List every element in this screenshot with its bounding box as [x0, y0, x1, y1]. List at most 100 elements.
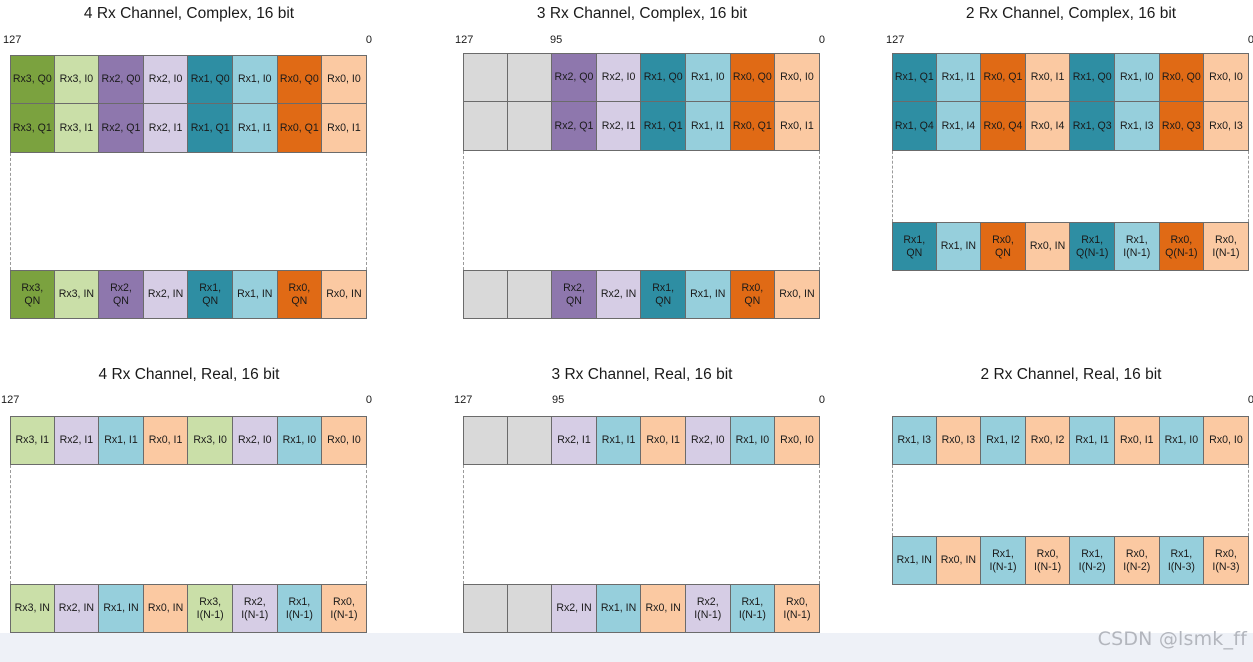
data-cell: Rx0, I1: [1025, 53, 1071, 102]
register-row: Rx2, IN Rx1, IN Rx0, IN Rx2, I(N-1) Rx1, I(N…: [463, 584, 820, 633]
register-block-bottom: Rx2, QN Rx2, IN Rx1, QN Rx1, IN Rx0, QN Rx0, …: [463, 270, 820, 319]
register-block-top: Rx2, I1 Rx1, I1 Rx0, I1 Rx2, I0 Rx1, I0 Rx0, …: [463, 416, 820, 465]
register-row: Rx2, I1 Rx1, I1 Rx0, I1 Rx2, I0 Rx1, I0 Rx0, …: [463, 416, 820, 465]
dashed-continuation: [463, 151, 820, 270]
data-cell: Rx3, Q0: [10, 55, 55, 104]
data-cell: Rx1, I0: [1114, 53, 1160, 102]
data-cell: Rx2, I0: [596, 53, 642, 102]
unused-cell: [463, 53, 508, 102]
unused-cell: [463, 102, 508, 151]
dashed-continuation: [892, 465, 1249, 536]
data-cell: Rx1, QN: [641, 270, 686, 319]
data-cell: Rx0, I1: [641, 416, 686, 465]
register-block-top: Rx1, I3 Rx0, I3 Rx1, I2 Rx0, I2 Rx1, I1 Rx0, …: [892, 416, 1249, 465]
dashed-continuation: [10, 153, 367, 270]
diagram-title: 3 Rx Channel, Real, 16 bit: [551, 366, 733, 383]
register-row: Rx1, I3 Rx0, I3 Rx1, I2 Rx0, I2 Rx1, I1 Rx0, …: [892, 416, 1249, 465]
data-cell: Rx1, I(N-1): [730, 584, 776, 633]
unused-cell: [507, 53, 553, 102]
data-cell: Rx0, I(N-1): [322, 584, 367, 633]
data-cell: Rx0, QN: [730, 270, 776, 319]
data-cell: Rx1, Q4: [892, 102, 937, 151]
data-cell: Rx1, Q0: [188, 55, 233, 104]
register-row: Rx1, IN Rx0, IN Rx1, I(N-1) Rx0, I(N-1) Rx1,…: [892, 536, 1249, 585]
data-cell: Rx2, QN: [552, 270, 597, 319]
diagram-3rx-real: 3 Rx Channel, Real, 16 bit 127 95 0 Rx2, I1 R…: [454, 366, 825, 636]
data-cell: Rx1, Q0: [1070, 53, 1115, 102]
register-block-top: Rx2, Q0 Rx2, I0 Rx1, Q0 Rx1, I0 Rx0, Q0 Rx0, …: [463, 53, 820, 151]
data-cell: Rx2, I0: [143, 55, 189, 104]
data-cell: Rx0, I(N-2): [1114, 536, 1160, 585]
data-cell: Rx1, I1: [1070, 416, 1115, 465]
data-cell: Rx3, I(N-1): [188, 584, 233, 633]
data-cell: Rx1, I1: [232, 104, 278, 153]
register-block-bottom: Rx3, QN Rx3, IN Rx2, QN Rx2, IN Rx1, QN Rx1, …: [10, 270, 367, 319]
data-cell: Rx0, I4: [1025, 102, 1071, 151]
data-cell: Rx0, Q3: [1159, 102, 1205, 151]
data-cell: Rx1, IN: [99, 584, 144, 633]
data-cell: Rx1, Q1: [892, 53, 937, 102]
data-cell: Rx2, I1: [596, 102, 642, 151]
register-row: Rx3, Q1 Rx3, I1 Rx2, Q1 Rx2, I1 Rx1, Q1 Rx1, …: [10, 104, 367, 153]
data-cell: Rx1, I(N-1): [277, 584, 323, 633]
data-cell: Rx2, Q1: [552, 102, 597, 151]
data-cell: Rx0, I0: [775, 416, 820, 465]
register-block-bottom: Rx2, IN Rx1, IN Rx0, IN Rx2, I(N-1) Rx1, I(N…: [463, 584, 820, 633]
data-cell: Rx1, IN: [936, 222, 982, 271]
register-block-bottom: Rx1, IN Rx0, IN Rx1, I(N-1) Rx0, I(N-1) Rx1,…: [892, 536, 1249, 585]
register-block-top: Rx3, I1 Rx2, I1 Rx1, I1 Rx0, I1 Rx3, I0 Rx2, …: [10, 416, 367, 465]
register-block-top: Rx1, Q1 Rx1, I1 Rx0, Q1 Rx0, I1 Rx1, Q0 Rx1, …: [892, 53, 1249, 151]
register-row: Rx1, QN Rx1, IN Rx0, QN Rx0, IN Rx1, Q(N-1) R…: [892, 222, 1249, 271]
data-cell: Rx1, I1: [596, 416, 642, 465]
bit-label-lsb: 0: [818, 394, 825, 406]
bit-label-msb: 127: [1, 394, 20, 406]
data-cell: Rx0, QN: [981, 222, 1026, 271]
data-cell: Rx3, I1: [10, 416, 55, 465]
data-cell: Rx0, I(N-1): [1025, 536, 1071, 585]
data-cell: Rx1, Q1: [641, 102, 686, 151]
diagram-title: 4 Rx Channel, Complex, 16 bit: [83, 5, 295, 22]
data-cell: Rx2, IN: [552, 584, 597, 633]
data-cell: Rx1, I(N-1): [1114, 222, 1160, 271]
unused-cell: [463, 584, 508, 633]
watermark: CSDN @lsmk_ff: [1097, 628, 1247, 650]
data-cell: Rx2, I1: [143, 104, 189, 153]
diagram-2rx-real: 2 Rx Channel, Real, 16 bit 0 Rx1, I3 Rx0, I…: [892, 366, 1253, 636]
data-cell: Rx3, I1: [54, 104, 100, 153]
data-cell: Rx3, I0: [54, 55, 100, 104]
data-cell: Rx0, IN: [322, 270, 367, 319]
data-cell: Rx3, IN: [54, 270, 100, 319]
bit-label-msb: 127: [886, 34, 905, 46]
diagram-title: 2 Rx Channel, Complex, 16 bit: [965, 5, 1177, 22]
data-cell: Rx0, I0: [775, 53, 820, 102]
unused-cell: [507, 270, 553, 319]
data-cell: Rx2, IN: [54, 584, 100, 633]
bit-label-msb: 127: [454, 394, 473, 406]
data-cell: Rx1, QN: [892, 222, 937, 271]
data-cell: Rx2, I0: [685, 416, 731, 465]
data-cell: Rx2, I(N-1): [685, 584, 731, 633]
register-block-bottom: Rx1, QN Rx1, IN Rx0, QN Rx0, IN Rx1, Q(N-1) R…: [892, 222, 1249, 271]
register-row: Rx3, IN Rx2, IN Rx1, IN Rx0, IN Rx3, I(N-1) R…: [10, 584, 367, 633]
data-cell: Rx1, I1: [99, 416, 144, 465]
data-cell: Rx2, I1: [54, 416, 100, 465]
register-row: Rx1, Q1 Rx1, I1 Rx0, Q1 Rx0, I1 Rx1, Q0 Rx1, …: [892, 53, 1249, 102]
data-cell: Rx1, Q3: [1070, 102, 1115, 151]
unused-cell: [463, 416, 508, 465]
data-cell: Rx0, I1: [1114, 416, 1160, 465]
bit-label-lsb: 0: [1247, 34, 1253, 46]
data-cell: Rx1, I0: [1159, 416, 1205, 465]
register-block-top: Rx3, Q0 Rx3, I0 Rx2, Q0 Rx2, I0 Rx1, Q0 Rx1, …: [10, 55, 367, 153]
data-cell: Rx0, I(N-1): [1204, 222, 1249, 271]
data-cell: Rx0, IN: [936, 536, 982, 585]
data-cell: Rx1, I1: [685, 102, 731, 151]
data-cell: Rx3, Q1: [10, 104, 55, 153]
data-cell: Rx1, I(N-1): [981, 536, 1026, 585]
data-cell: Rx0, IN: [641, 584, 686, 633]
diagram-4rx-real: 4 Rx Channel, Real, 16 bit 127 0 Rx3, I1 Rx2…: [1, 366, 372, 636]
data-cell: Rx1, I0: [685, 53, 731, 102]
unused-cell: [507, 102, 553, 151]
bit-label-lsb: 0: [365, 394, 372, 406]
diagram-title: 3 Rx Channel, Complex, 16 bit: [536, 5, 748, 22]
register-row: Rx2, Q1 Rx2, I1 Rx1, Q1 Rx1, I1 Rx0, Q1 Rx0, …: [463, 102, 820, 151]
